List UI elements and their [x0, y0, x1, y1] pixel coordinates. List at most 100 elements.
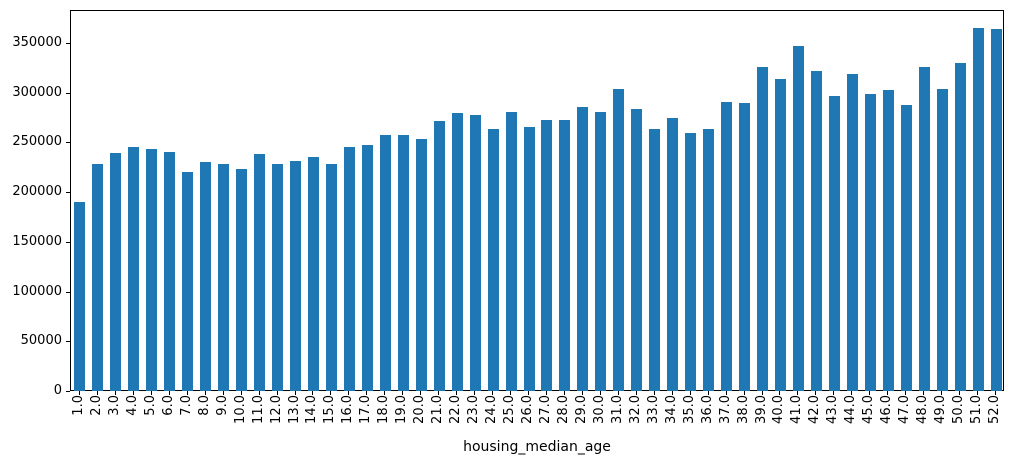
x-tick-mark — [708, 391, 709, 395]
y-tick-label: 0 — [53, 383, 62, 398]
x-tick-mark — [600, 391, 601, 395]
x-tick-mark — [79, 391, 80, 395]
bar — [218, 164, 229, 391]
bar — [883, 90, 894, 391]
x-tick-mark — [259, 391, 260, 395]
x-tick-label: 34.0 — [664, 395, 679, 424]
x-tick-label: 18.0 — [376, 395, 391, 424]
bar — [829, 96, 840, 391]
bar — [434, 121, 445, 391]
x-tick-label: 39.0 — [754, 395, 769, 424]
x-axis-title: housing_median_age — [463, 439, 611, 455]
x-tick-mark — [528, 391, 529, 395]
x-tick-label: 32.0 — [628, 395, 643, 424]
bar — [74, 202, 85, 391]
x-tick-mark — [851, 391, 852, 395]
bar — [128, 147, 139, 391]
bar — [631, 109, 642, 391]
bar — [488, 129, 499, 391]
x-tick-mark — [564, 391, 565, 395]
x-tick-mark — [330, 391, 331, 395]
x-tick-mark — [402, 391, 403, 395]
x-tick-mark — [115, 391, 116, 395]
bar — [595, 112, 606, 391]
x-tick-label: 12.0 — [269, 395, 284, 424]
x-tick-label: 29.0 — [574, 395, 589, 424]
x-tick-mark — [582, 391, 583, 395]
x-tick-label: 17.0 — [358, 395, 373, 424]
bar — [721, 102, 732, 391]
x-tick-label: 28.0 — [556, 395, 571, 424]
bar — [613, 89, 624, 391]
bar — [380, 135, 391, 391]
x-tick-mark — [97, 391, 98, 395]
bar — [667, 118, 678, 391]
x-tick-label: 52.0 — [987, 395, 1002, 424]
x-tick-label: 10.0 — [233, 395, 248, 424]
x-tick-label: 31.0 — [610, 395, 625, 424]
x-tick-mark — [205, 391, 206, 395]
x-tick-mark — [959, 391, 960, 395]
x-tick-mark — [869, 391, 870, 395]
x-tick-label: 7.0 — [179, 395, 194, 416]
x-tick-label: 25.0 — [502, 395, 517, 424]
x-tick-mark — [510, 391, 511, 395]
bar — [272, 164, 283, 391]
x-tick-mark — [348, 391, 349, 395]
bar — [919, 67, 930, 391]
y-tick-label: 250000 — [12, 134, 62, 150]
x-tick-mark — [438, 391, 439, 395]
x-tick-mark — [905, 391, 906, 395]
x-tick-mark — [151, 391, 152, 395]
y-tick-mark — [66, 291, 70, 293]
x-tick-mark — [492, 391, 493, 395]
x-tick-mark — [384, 391, 385, 395]
bar — [398, 135, 409, 391]
x-tick-mark — [726, 391, 727, 395]
x-tick-mark — [977, 391, 978, 395]
x-tick-mark — [654, 391, 655, 395]
bar — [236, 169, 247, 391]
x-tick-label: 6.0 — [161, 395, 176, 416]
bar — [757, 67, 768, 391]
y-tick-mark — [66, 241, 70, 243]
y-tick-mark — [66, 142, 70, 144]
bar — [182, 172, 193, 391]
x-tick-label: 42.0 — [807, 395, 822, 424]
x-tick-label: 45.0 — [861, 395, 876, 424]
x-tick-label: 14.0 — [304, 395, 319, 424]
y-tick-mark — [66, 92, 70, 94]
bar — [811, 71, 822, 391]
x-tick-label: 49.0 — [933, 395, 948, 424]
x-tick-label: 22.0 — [448, 395, 463, 424]
x-tick-label: 33.0 — [646, 395, 661, 424]
x-tick-mark — [187, 391, 188, 395]
x-tick-label: 51.0 — [969, 395, 984, 424]
x-tick-label: 13.0 — [287, 395, 302, 424]
x-tick-mark — [887, 391, 888, 395]
y-tick-label: 350000 — [12, 34, 62, 50]
bar — [326, 164, 337, 391]
y-tick-mark — [66, 341, 70, 343]
x-tick-label: 43.0 — [825, 395, 840, 424]
x-tick-mark — [672, 391, 673, 395]
bar — [847, 74, 858, 391]
x-tick-mark — [941, 391, 942, 395]
x-tick-mark — [420, 391, 421, 395]
x-tick-label: 24.0 — [484, 395, 499, 424]
x-tick-label: 4.0 — [125, 395, 140, 416]
x-tick-label: 27.0 — [538, 395, 553, 424]
x-tick-label: 35.0 — [682, 395, 697, 424]
x-tick-mark — [762, 391, 763, 395]
x-tick-mark — [690, 391, 691, 395]
bar — [308, 157, 319, 391]
x-tick-label: 50.0 — [951, 395, 966, 424]
x-tick-mark — [995, 391, 996, 395]
y-tick-label: 300000 — [12, 84, 62, 100]
x-tick-mark — [366, 391, 367, 395]
y-tick-label: 50000 — [20, 333, 62, 349]
bar — [524, 127, 535, 391]
x-tick-mark — [133, 391, 134, 395]
bar — [541, 120, 552, 391]
bar — [362, 145, 373, 391]
